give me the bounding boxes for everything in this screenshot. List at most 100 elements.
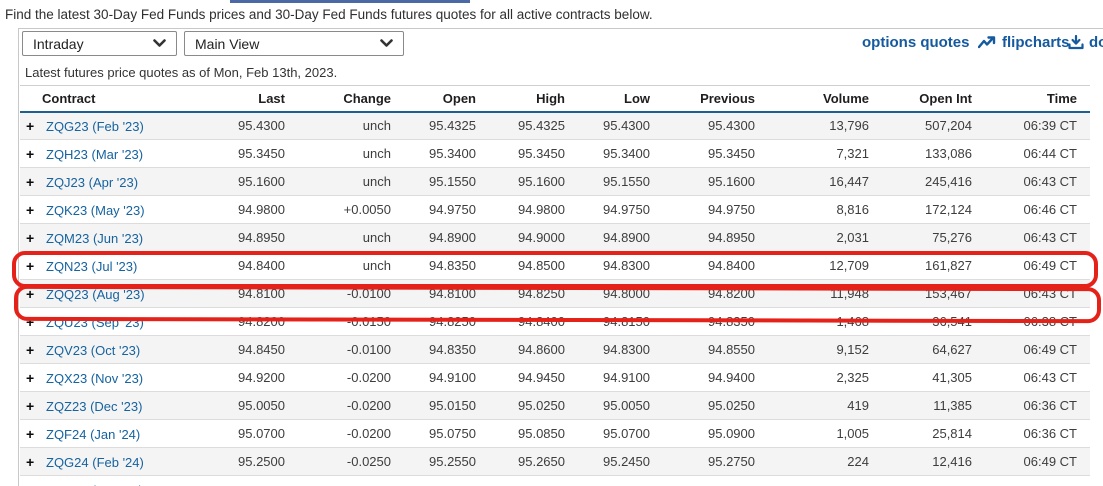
expand-row-icon[interactable]: +	[26, 229, 35, 246]
expand-row-icon[interactable]: +	[26, 453, 35, 470]
contract-link[interactable]: ZQF24 (Jan '24)	[46, 426, 141, 442]
expand-row-icon[interactable]: +	[26, 201, 35, 218]
previous-cell: 94.9750	[708, 202, 755, 217]
last-cell: 94.8100	[238, 286, 285, 301]
low-cell: 95.4300	[603, 118, 650, 134]
contract-cell: + ZQM23 (Jun '23)	[20, 224, 210, 252]
open-cell: 94.8350	[429, 342, 476, 357]
open-int-cell: 11,385	[933, 398, 972, 413]
view-mode-select[interactable]: Intraday	[22, 31, 177, 56]
table-row: + ZQV23 (Oct '23) 94.8450 -0.0100 94.8350 94.…	[20, 335, 1090, 364]
column-header-open[interactable]: Open	[404, 85, 489, 113]
contract-link[interactable]: ZQZ23 (Dec '23)	[46, 398, 143, 414]
table-row: + ZQU23 (Sep '23) 94.8200 -0.0150 94.8250 94.…	[20, 307, 1090, 336]
contract-cell: + ZQF24 (Jan '24)	[20, 420, 210, 448]
open-cell: 94.8350	[429, 258, 476, 273]
volume-cell: 13,796	[829, 118, 869, 134]
flipcharts-link[interactable]: flipcharts	[978, 34, 1070, 51]
open-int-cell: 25,814	[932, 426, 972, 441]
high-cell: 94.9450	[518, 370, 565, 385]
contract-cell: + ZQG23 (Feb '23)	[20, 112, 210, 140]
contract-cell: + ZQH24 (Mar '24)	[20, 476, 210, 486]
contract-link[interactable]: ZQU23 (Sep '23)	[46, 314, 144, 330]
column-header-time[interactable]: Time	[985, 85, 1090, 113]
view-type-selected-value: Main View	[195, 35, 260, 52]
expand-row-icon[interactable]: +	[26, 285, 35, 302]
expand-row-icon[interactable]: +	[26, 257, 35, 274]
column-header-contract[interactable]: Contract	[20, 85, 210, 113]
column-header-last[interactable]: Last	[210, 85, 298, 113]
previous-cell: 95.0900	[708, 426, 755, 441]
contract-link[interactable]: ZQG24 (Feb '24)	[46, 454, 144, 470]
change-cell: unch	[362, 118, 391, 134]
table-row-highlighted: + ZQN23 (Jul '23) 94.8400 unch 94.8350 94.850…	[20, 251, 1090, 280]
contract-link[interactable]: ZQQ23 (Aug '23)	[46, 286, 145, 302]
table-row: + ZQZ23 (Dec '23) 95.0050 -0.0200 95.0150 95.…	[20, 391, 1090, 420]
high-cell: 94.8500	[518, 258, 565, 273]
contract-link[interactable]: ZQK23 (May '23)	[46, 202, 145, 218]
open-cell: 95.3400	[429, 146, 476, 161]
high-cell	[489, 476, 578, 486]
expand-row-icon[interactable]: +	[26, 117, 35, 134]
column-header-change[interactable]: Change	[298, 85, 404, 113]
contract-link[interactable]: ZQV23 (Oct '23)	[46, 342, 141, 358]
open-int-cell: 161,827	[925, 258, 972, 273]
change-cell: -0.0150	[346, 314, 391, 329]
options-quotes-link[interactable]: options quotes	[862, 34, 970, 51]
last-cell: 94.9200	[238, 370, 285, 385]
table-row: + ZQM23 (Jun '23) 94.8950 unch 94.8900 94.900…	[20, 223, 1090, 252]
expand-row-icon[interactable]: +	[26, 482, 38, 486]
open-cell	[404, 476, 489, 486]
previous-cell: 94.8550	[708, 342, 755, 357]
contract-link[interactable]: ZQX23 (Nov '23)	[46, 370, 144, 386]
low-cell: 94.9750	[603, 202, 650, 217]
expand-row-icon[interactable]: +	[26, 173, 35, 190]
previous-cell: 94.8200	[708, 286, 755, 301]
previous-cell: 95.0250	[708, 398, 755, 413]
open-cell: 95.1550	[429, 174, 476, 189]
volume-cell: 9,152	[836, 342, 869, 357]
previous-cell	[663, 476, 768, 486]
column-header-high[interactable]: High	[489, 85, 578, 113]
expand-row-icon[interactable]: +	[26, 425, 35, 442]
contract-link[interactable]: ZQN23 (Jul '23)	[46, 258, 138, 274]
intro-text: Find the latest 30-Day Fed Funds prices …	[5, 7, 653, 22]
expand-row-icon[interactable]: +	[26, 397, 35, 414]
contract-cell: + ZQZ23 (Dec '23)	[20, 392, 210, 420]
contract-cell: + ZQK23 (May '23)	[20, 196, 210, 224]
flipcharts-label: flipcharts	[1002, 34, 1070, 51]
contract-link[interactable]: ZQG23 (Feb '23)	[46, 118, 144, 134]
chevron-down-icon	[380, 39, 393, 48]
view-type-select[interactable]: Main View	[184, 31, 404, 56]
previous-cell: 95.4300	[708, 118, 755, 134]
download-link[interactable]: download	[1068, 34, 1103, 51]
contract-link[interactable]: ZQJ23 (Apr '23)	[46, 174, 139, 190]
open-int-cell: 153,467	[925, 286, 972, 301]
contract-cell: + ZQQ23 (Aug '23)	[20, 280, 210, 308]
low-cell: 95.1550	[603, 174, 650, 189]
volume-cell: 419	[847, 398, 869, 413]
contract-cell: + ZQN23 (Jul '23)	[20, 252, 210, 280]
expand-row-icon[interactable]: +	[26, 341, 35, 358]
volume-cell: 2,325	[836, 370, 869, 385]
high-cell: 94.8600	[518, 342, 565, 357]
previous-cell: 94.8350	[708, 314, 755, 329]
table-row: + ZQF24 (Jan '24) 95.0700 -0.0200 95.0750 95.…	[20, 419, 1090, 448]
column-header-volume[interactable]: Volume	[768, 85, 882, 113]
contract-link[interactable]: ZQM23 (Jun '23)	[46, 230, 144, 246]
volume-cell: 2,031	[836, 230, 869, 245]
contract-cell: + ZQV23 (Oct '23)	[20, 336, 210, 364]
expand-row-icon[interactable]: +	[26, 145, 35, 162]
expand-row-icon[interactable]: +	[26, 369, 35, 386]
change-cell: +0.0050	[343, 202, 391, 217]
open-cell: 95.2550	[429, 454, 476, 469]
expand-row-icon[interactable]: +	[26, 313, 35, 330]
column-header-open-int[interactable]: Open Int	[882, 85, 985, 113]
change-cell: -0.0200	[346, 370, 391, 385]
contract-link[interactable]: ZQH24 (Mar '24)	[46, 483, 143, 486]
high-cell: 95.4325	[518, 118, 565, 134]
contract-link[interactable]: ZQH23 (Mar '23)	[46, 146, 144, 162]
column-header-previous[interactable]: Previous	[663, 85, 768, 113]
last-cell: 94.8950	[238, 230, 285, 245]
column-header-low[interactable]: Low	[578, 85, 663, 113]
